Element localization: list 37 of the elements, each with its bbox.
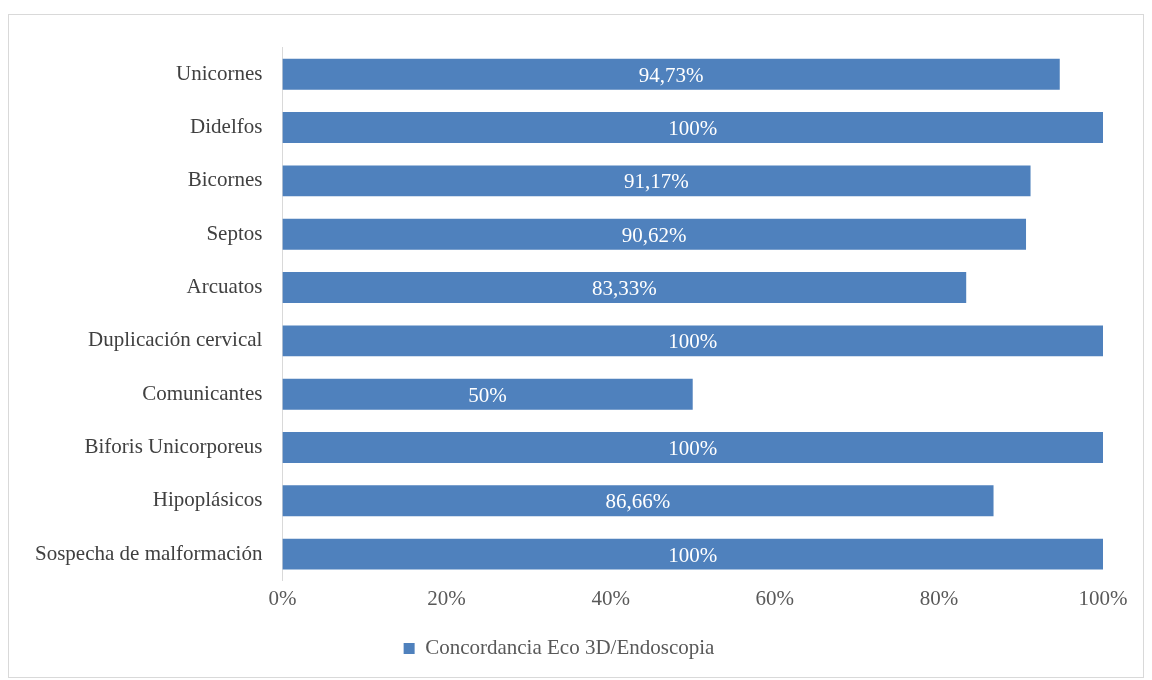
y-tick-label: Unicornes	[176, 60, 263, 85]
bar	[282, 218, 1027, 250]
data-label: 50%	[468, 382, 507, 407]
data-label: 94,73%	[638, 62, 704, 87]
data-label: 86,66%	[605, 489, 671, 514]
y-tick-label: Arcuatos	[186, 274, 263, 299]
y-tick-label: Hipoplásicos	[152, 487, 263, 512]
x-tick-label: 100%	[1078, 585, 1128, 610]
y-tick-label: Biforis Unicorporeus	[84, 434, 263, 459]
x-tick-label: 60%	[755, 585, 795, 610]
bar	[282, 485, 994, 517]
data-label: 100%	[668, 542, 718, 567]
bar	[282, 165, 1031, 197]
data-label: 91,17%	[624, 169, 689, 194]
data-label: 100%	[668, 329, 718, 354]
y-tick-label: Septos	[206, 220, 263, 245]
bar	[282, 378, 693, 410]
y-tick-label: Duplicación cervical	[88, 327, 263, 352]
y-tick-label: Didelfos	[190, 114, 263, 139]
legend-label: Concordancia Eco 3D/Endoscopia	[425, 635, 716, 660]
y-tick-label: Bicornes	[187, 167, 263, 192]
bar	[282, 58, 1060, 90]
bar	[282, 325, 1103, 357]
x-tick-label: 80%	[919, 585, 959, 610]
data-label: 100%	[668, 436, 718, 461]
data-label: 100%	[668, 116, 718, 141]
y-tick-label: Comunicantes	[142, 380, 263, 405]
bar	[282, 272, 967, 303]
bar	[282, 432, 1103, 463]
x-tick-label: 20%	[427, 585, 466, 610]
x-tick-label: 40%	[591, 585, 630, 610]
bar	[282, 538, 1103, 570]
bar	[282, 112, 1103, 144]
data-label: 90,62%	[621, 222, 687, 247]
data-label: 83,33%	[591, 276, 657, 301]
y-tick-label: Sospecha de malformación	[35, 540, 263, 565]
x-tick-label: 0%	[268, 585, 297, 610]
